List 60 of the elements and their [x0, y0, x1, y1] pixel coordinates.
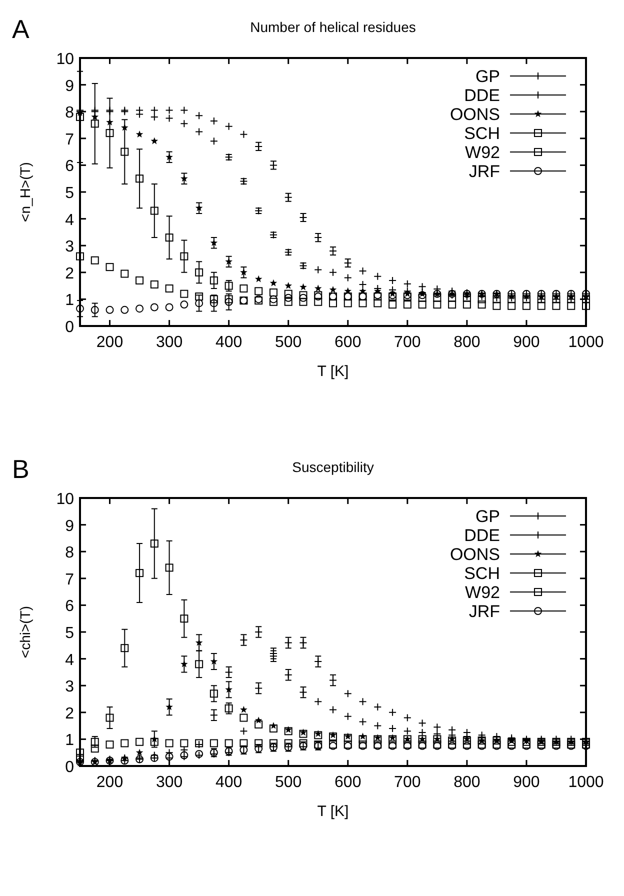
- text: A: [12, 14, 30, 44]
- x-axis-title: T [K]: [317, 803, 349, 820]
- x-tick-label: 500: [275, 334, 302, 351]
- legend-label: W92: [465, 583, 500, 602]
- legend-label: JRF: [468, 602, 500, 621]
- y-tick-label: 1: [65, 292, 74, 310]
- x-tick-label: 600: [334, 774, 362, 791]
- y-tick-label: 4: [65, 212, 74, 229]
- x-tick-label: 600: [334, 334, 362, 351]
- x-tick-label: 800: [454, 334, 480, 351]
- legend-label: DDE: [464, 526, 500, 545]
- x-tick-label: 300: [156, 334, 183, 351]
- y-axis-title: <n_H>(T): [17, 162, 33, 222]
- y-tick-label: 0: [65, 319, 74, 336]
- legend-label: OONS: [450, 545, 500, 564]
- x-tick-label: 300: [156, 774, 183, 791]
- y-tick-label: 2: [65, 705, 74, 722]
- x-tick-label: 400: [215, 334, 242, 351]
- y-tick-label: 3: [65, 238, 74, 256]
- y-tick-label: 10: [56, 51, 74, 68]
- x-tick-label: 200: [96, 334, 124, 351]
- y-tick-label: 7: [65, 571, 74, 588]
- x-tick-label: 400: [215, 774, 242, 791]
- legend-label: GP: [475, 67, 500, 86]
- legend-label: SCH: [464, 124, 500, 143]
- y-tick-label: 1: [65, 732, 74, 750]
- x-tick-label: 800: [454, 774, 480, 791]
- y-tick-label: 6: [65, 158, 74, 176]
- x-tick-label: 700: [394, 774, 421, 791]
- y-tick-label: 5: [65, 185, 74, 202]
- y-tick-label: 4: [65, 652, 74, 669]
- legend-label: OONS: [450, 105, 500, 124]
- y-tick-label: 9: [65, 518, 74, 535]
- x-tick-label: 500: [275, 774, 302, 791]
- legend-label: SCH: [464, 564, 500, 583]
- text: B: [12, 454, 30, 484]
- legend-label: W92: [465, 143, 500, 162]
- y-tick-label: 6: [65, 598, 74, 616]
- y-tick-label: 8: [65, 104, 74, 122]
- y-tick-label: 8: [65, 544, 74, 562]
- legend-label: GP: [475, 507, 500, 526]
- x-tick-label: 1000: [568, 334, 604, 351]
- chart-title: Susceptibility: [292, 459, 374, 475]
- x-tick-label: 900: [513, 334, 540, 351]
- legend-label: DDE: [464, 86, 500, 105]
- chart-title: Number of helical residues: [250, 19, 416, 35]
- y-tick-label: 5: [65, 625, 74, 642]
- y-tick-label: 10: [56, 491, 74, 508]
- x-tick-label: 1000: [568, 774, 604, 791]
- x-axis-title: T [K]: [317, 363, 349, 380]
- y-axis-title: <chi>(T): [17, 606, 33, 658]
- y-tick-label: 2: [65, 265, 74, 282]
- x-tick-label: 200: [96, 774, 124, 791]
- legend-label: JRF: [468, 162, 500, 181]
- x-tick-label: 700: [394, 334, 421, 351]
- y-tick-label: 9: [65, 78, 74, 95]
- x-tick-label: 900: [513, 774, 540, 791]
- y-tick-label: 7: [65, 131, 74, 148]
- y-tick-label: 3: [65, 678, 74, 696]
- y-tick-label: 0: [65, 759, 74, 776]
